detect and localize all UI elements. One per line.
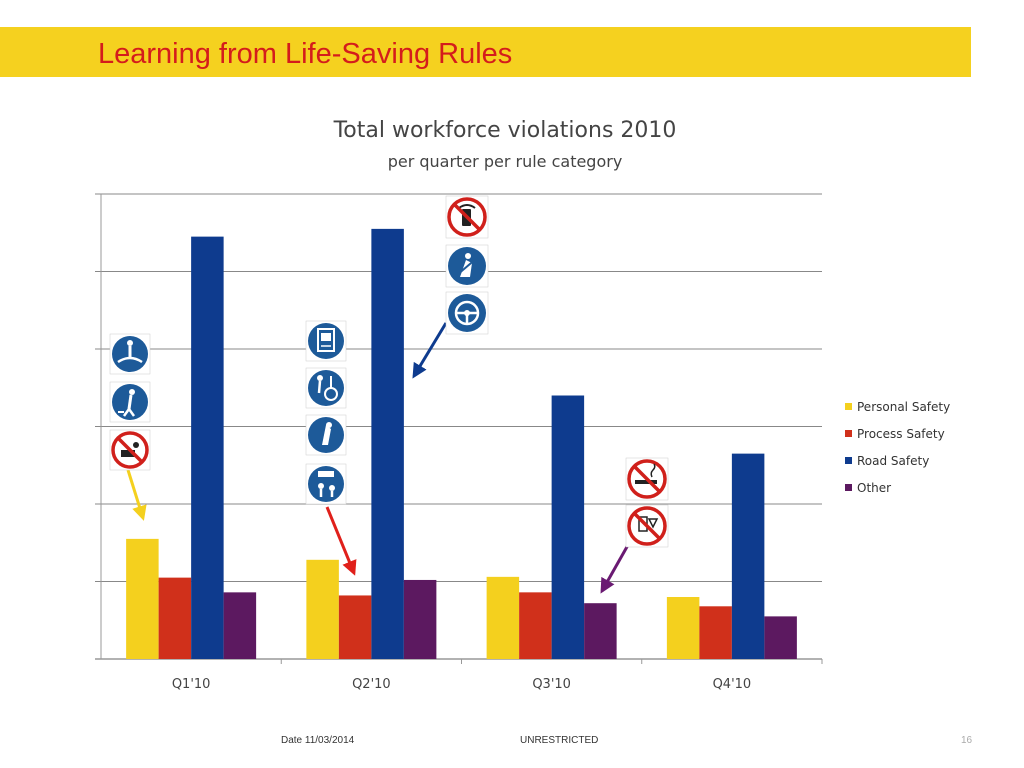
bar-road-safety [371, 228, 404, 659]
x-tick-label: Q3'10 [532, 677, 571, 692]
bar-road-safety [191, 236, 224, 659]
override-mandatory-sign-icon [305, 463, 347, 505]
bar-personal-safety [486, 576, 520, 659]
bar-process-safety [699, 606, 732, 659]
chart-title: Total workforce violations 2010 [333, 118, 677, 143]
footer-date: Date 11/03/2014 [281, 735, 355, 746]
tools-prohibited-sign-icon [109, 429, 151, 471]
legend-label: Other [857, 480, 892, 495]
legend-label: Process Safety [857, 426, 945, 441]
bar-other [403, 579, 437, 659]
permit-mandatory-sign-icon [305, 320, 347, 362]
bar-other [223, 592, 257, 659]
lifting-mandatory-sign-icon [305, 367, 347, 409]
bar-road-safety [731, 453, 765, 659]
bar-personal-safety [666, 597, 700, 659]
legend-swatch [845, 457, 852, 464]
bar-personal-safety [306, 559, 339, 659]
legend-item-other: Other [845, 474, 950, 501]
bar-process-safety [158, 577, 192, 659]
alcohol-prohibited-sign-icon [625, 504, 669, 548]
slide-title: Learning from Life-Saving Rules [98, 38, 513, 70]
seatbelt-mandatory-sign-icon [445, 244, 489, 288]
footer-classification: UNRESTRICTED [520, 735, 599, 746]
legend-swatch [845, 430, 852, 437]
legend-item-personal-safety: Personal Safety [845, 393, 950, 420]
legend-label: Road Safety [857, 453, 930, 468]
bar-other [764, 616, 797, 659]
chart-subtitle: per quarter per rule category [387, 152, 623, 171]
legend-item-road-safety: Road Safety [845, 447, 950, 474]
arrow-purple [600, 544, 630, 594]
person-mandatory-sign-icon [109, 333, 151, 375]
x-tick-label: Q1'10 [172, 677, 211, 692]
smoking-prohibited-sign-icon [625, 457, 669, 501]
arrow-blue [412, 322, 448, 379]
page-number: 16 [961, 735, 973, 746]
harness-mandatory-sign-icon [109, 381, 151, 423]
bar-personal-safety [126, 538, 159, 659]
bar-process-safety [338, 595, 372, 659]
phone-prohibited-sign-icon [445, 195, 489, 239]
bar-other [584, 603, 617, 659]
isolation-mandatory-sign-icon [305, 414, 347, 456]
steering-mandatory-sign-icon [445, 291, 489, 335]
bar-process-safety [519, 592, 552, 659]
arrow-red [325, 506, 357, 576]
bar-road-safety [551, 395, 585, 659]
legend-label: Personal Safety [857, 399, 951, 414]
title-bar [0, 27, 971, 77]
arrow-yellow [126, 469, 147, 521]
x-tick-label: Q2'10 [352, 677, 391, 692]
legend-swatch [845, 484, 852, 491]
chart-legend: Personal Safety Process Safety Road Safe… [845, 393, 950, 501]
legend-swatch [845, 403, 852, 410]
x-tick-label: Q4'10 [713, 677, 752, 692]
legend-item-process-safety: Process Safety [845, 420, 950, 447]
